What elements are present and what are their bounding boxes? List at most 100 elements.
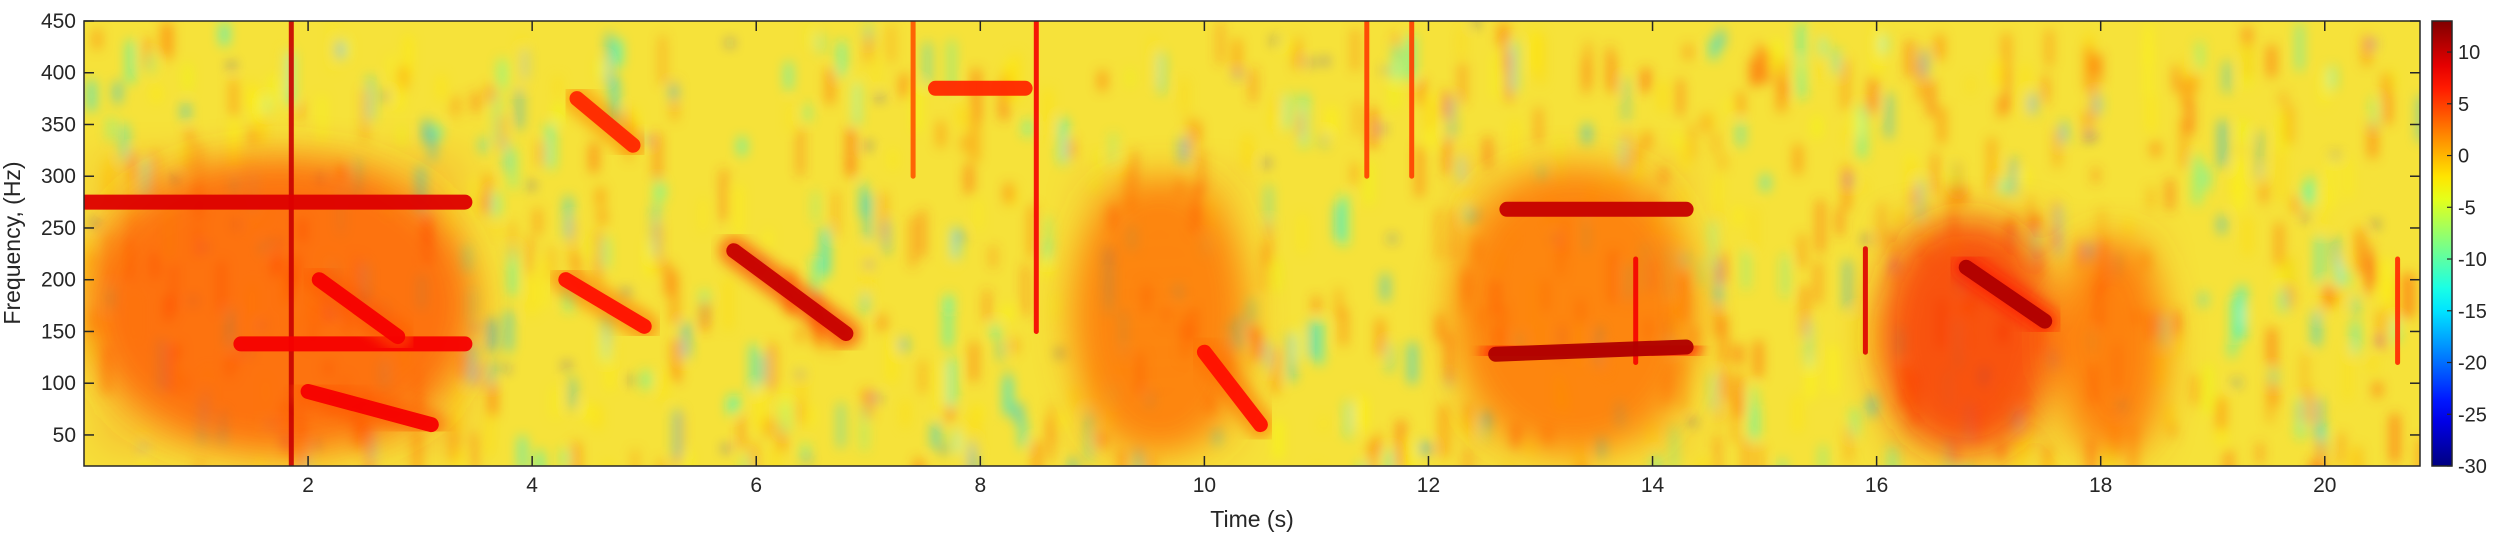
texture-streak	[453, 95, 458, 117]
texture-streak	[1274, 420, 1282, 460]
texture-streak	[1999, 441, 2005, 463]
texture-streak	[902, 399, 908, 428]
texture-streak	[1437, 208, 1441, 260]
texture-streak	[1843, 165, 1850, 211]
texture-dot	[2372, 221, 2379, 228]
texture-streak	[1537, 33, 1544, 84]
patch-harmonic	[1079, 277, 1240, 289]
patch-harmonic	[1886, 234, 2046, 246]
texture-streak	[1341, 308, 1347, 346]
texture-streak	[1465, 449, 1470, 466]
texture-streak	[660, 370, 666, 401]
texture-streak	[187, 129, 192, 172]
patch-harmonic	[1886, 387, 2046, 399]
texture-streak	[298, 101, 303, 120]
texture-streak	[1844, 126, 1848, 148]
texture-streak	[2345, 158, 2350, 199]
texture-streak	[1624, 77, 1628, 123]
texture-streak	[962, 435, 966, 455]
patch-harmonic	[1460, 229, 1688, 241]
texture-streak	[1764, 48, 1770, 84]
texture-streak	[818, 33, 822, 54]
texture-streak	[1199, 150, 1204, 194]
texture-streak	[862, 404, 866, 452]
texture-streak	[2219, 215, 2225, 234]
texture-streak	[1714, 132, 1718, 154]
texture-streak	[1033, 440, 1040, 466]
tonal-band-core	[1958, 259, 2053, 329]
texture-dot	[381, 93, 388, 100]
texture-streak	[2339, 432, 2344, 466]
y-tick-label: 100	[41, 372, 76, 395]
texture-streak	[839, 402, 843, 448]
texture-streak	[1928, 80, 1934, 117]
texture-streak	[1511, 41, 1517, 93]
texture-streak	[1004, 305, 1012, 321]
texture-streak	[1118, 148, 1123, 180]
texture-streak	[772, 445, 778, 466]
texture-streak	[2307, 176, 2314, 207]
texture-streak	[2170, 421, 2175, 439]
texture-streak	[1681, 141, 1687, 172]
texture-streak	[570, 377, 575, 410]
patch-harmonic	[1886, 353, 2046, 365]
texture-streak	[2268, 372, 2272, 424]
texture-streak	[2322, 68, 2327, 105]
texture-streak	[1493, 54, 1498, 99]
texture-streak	[2044, 444, 2052, 466]
texture-streak	[1715, 300, 1721, 338]
texture-streak	[1218, 21, 1222, 65]
texture-streak	[2280, 289, 2288, 313]
texture-streak	[826, 68, 834, 105]
texture-streak	[2201, 292, 2206, 307]
texture-streak	[2302, 353, 2307, 389]
texture-streak	[1420, 440, 1426, 456]
texture-streak	[1004, 377, 1012, 415]
plot-frame	[83, 20, 2421, 467]
texture-streak	[2293, 195, 2299, 214]
texture-streak	[972, 407, 979, 451]
x-tick-label: 14	[1641, 474, 1665, 497]
texture-streak	[1267, 185, 1271, 233]
texture-streak	[2152, 141, 2159, 157]
texture-streak	[1707, 245, 1712, 270]
texture-streak	[536, 450, 543, 466]
texture-streak	[1718, 28, 1724, 48]
texture-streak	[1386, 449, 1392, 466]
texture-streak	[473, 91, 478, 113]
patch-harmonic	[2065, 423, 2159, 435]
texture-streak	[1889, 446, 1896, 466]
texture-streak	[1252, 324, 1258, 361]
texture-streak	[1029, 204, 1035, 258]
patch-harmonic	[1460, 374, 1688, 386]
texture-dot	[1306, 59, 1313, 66]
texture-streak	[1120, 450, 1125, 466]
texture-streak	[788, 103, 792, 131]
texture-dot	[726, 40, 733, 46]
texture-streak	[1397, 419, 1404, 466]
texture-streak	[1485, 136, 1490, 169]
texture-streak	[598, 59, 605, 79]
texture-streak	[248, 81, 255, 109]
x-axis-label: Time (s)	[1210, 506, 1293, 532]
texture-dot	[1472, 21, 1479, 27]
texture-dot	[2302, 213, 2309, 220]
texture-streak	[1369, 441, 1375, 466]
texture-streak	[2190, 73, 2197, 95]
texture-streak	[683, 451, 690, 466]
texture-streak	[2084, 111, 2089, 133]
texture-streak	[1959, 185, 1967, 206]
texture-streak	[599, 333, 606, 363]
texture-streak	[665, 261, 671, 296]
texture-streak	[822, 226, 829, 274]
texture-dot	[228, 62, 235, 69]
texture-streak	[535, 208, 540, 236]
texture-dot	[628, 377, 635, 384]
patch-harmonic	[93, 264, 467, 276]
texture-streak	[517, 88, 522, 130]
texture-streak	[766, 229, 770, 249]
texture-streak	[2236, 157, 2243, 211]
texture-streak	[1466, 205, 1472, 224]
tonal-band-core	[300, 384, 439, 433]
